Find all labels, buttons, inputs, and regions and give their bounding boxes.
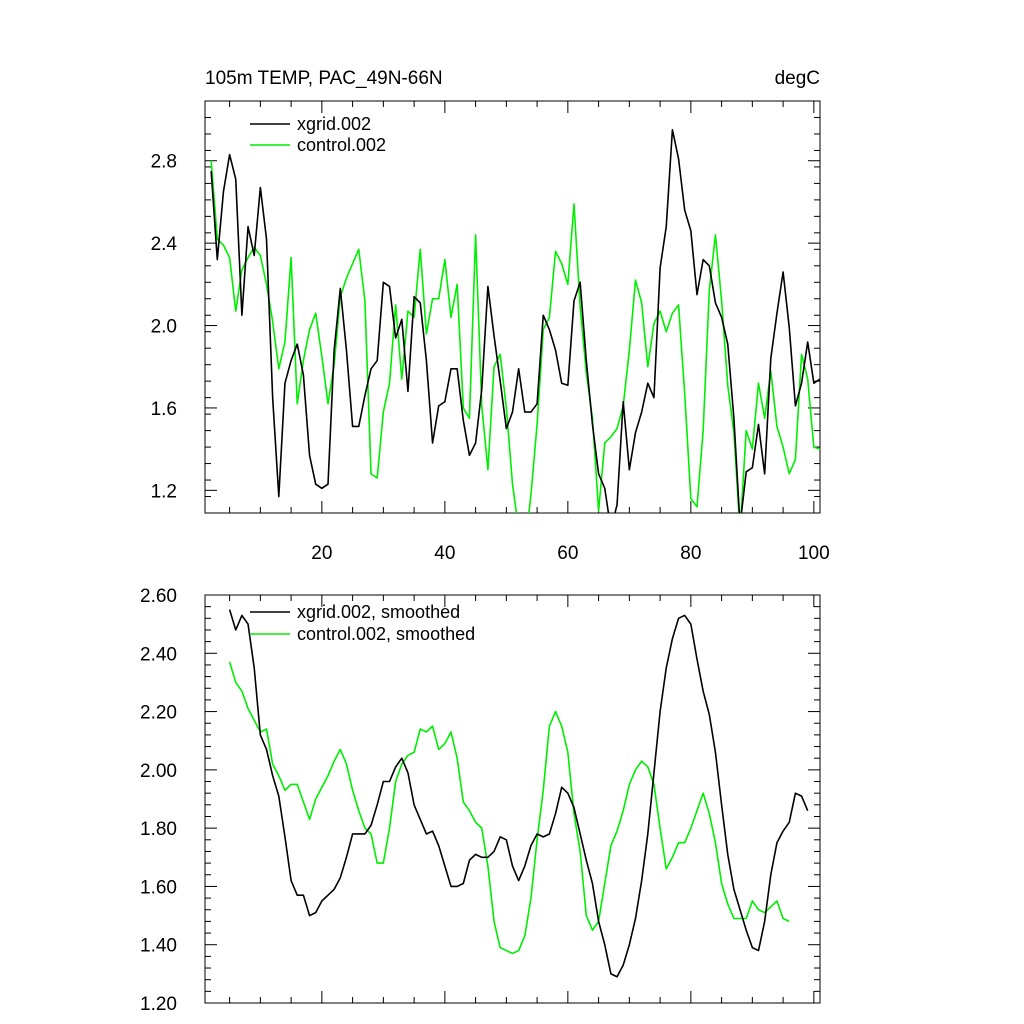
top-series-group	[210, 129, 820, 513]
bottom-y-tick-label: 2.00	[140, 761, 177, 782]
top-panel: 20 40 60 80 100 1.2 1.6 2.0 2.4 2.8 105m TEMP, PA…	[151, 68, 830, 564]
bottom-axis-ticks: 1.20 1.40 1.60 1.80 2.00 2.20 2.40 2.60	[140, 586, 820, 1015]
top-y-tick-label: 2.0	[151, 317, 177, 338]
legend-label-control: control.002	[297, 135, 386, 155]
top-series-control-line	[210, 160, 820, 513]
top-x-tick-label: 20	[311, 543, 332, 564]
legend-label-control-smoothed: control.002, smoothed	[297, 624, 475, 644]
bottom-y-tick-label: 1.20	[140, 994, 177, 1015]
top-x-tick-label: 60	[557, 543, 578, 564]
top-y-tick-label: 2.8	[151, 152, 177, 173]
legend-label-xgrid-smoothed: xgrid.002, smoothed	[297, 602, 460, 622]
top-legend: xgrid.002 control.002	[250, 114, 386, 155]
bottom-series-xgrid-line	[228, 609, 809, 978]
bottom-plot-frame	[204, 594, 821, 1004]
top-y-tick-label: 2.4	[151, 234, 178, 255]
legend-label-xgrid: xgrid.002	[297, 114, 371, 134]
bottom-y-tick-label: 1.80	[140, 819, 177, 840]
bottom-y-tick-label: 2.60	[140, 586, 177, 607]
top-x-tick-label: 40	[434, 543, 455, 564]
bottom-series-control-line	[228, 661, 790, 955]
top-units: degC	[775, 68, 820, 89]
top-series-xgrid-line	[210, 129, 820, 513]
bottom-y-tick-label: 2.40	[140, 644, 177, 665]
bottom-legend: xgrid.002, smoothed control.002, smoothe…	[250, 602, 475, 644]
bottom-y-tick-label: 1.60	[140, 877, 177, 898]
bottom-panel: 1.20 1.40 1.60 1.80 2.00 2.20 2.40 2.60 xgrid.0…	[140, 586, 821, 1015]
bottom-y-tick-label: 2.20	[140, 703, 177, 724]
top-plot-frame	[204, 100, 821, 514]
bottom-y-tick-label: 1.40	[140, 936, 177, 957]
top-title: 105m TEMP, PAC_49N-66N	[205, 68, 443, 89]
top-axis-ticks: 20 40 60 80 100 1.2 1.6 2.0 2.4 2.8	[151, 100, 830, 564]
bottom-series-group	[228, 609, 809, 978]
top-y-tick-label: 1.6	[151, 399, 177, 420]
top-x-tick-label: 80	[680, 543, 701, 564]
top-x-tick-label: 100	[798, 543, 830, 564]
top-y-tick-label: 1.2	[151, 481, 177, 502]
